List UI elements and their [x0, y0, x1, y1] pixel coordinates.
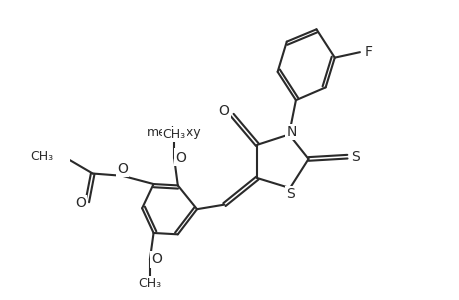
Text: S: S [351, 150, 359, 164]
Text: CH₃: CH₃ [138, 277, 161, 290]
Text: O: O [117, 162, 128, 176]
Text: CH₃: CH₃ [162, 128, 185, 141]
Text: O: O [75, 196, 86, 210]
Text: O: O [151, 253, 162, 266]
Text: O: O [175, 149, 185, 163]
Text: methoxy: methoxy [146, 126, 201, 139]
Text: CH₃: CH₃ [30, 150, 53, 163]
Text: F: F [364, 45, 372, 59]
Text: N: N [285, 125, 296, 139]
Text: S: S [286, 188, 295, 202]
Text: O: O [175, 151, 186, 165]
Text: O: O [218, 104, 229, 118]
